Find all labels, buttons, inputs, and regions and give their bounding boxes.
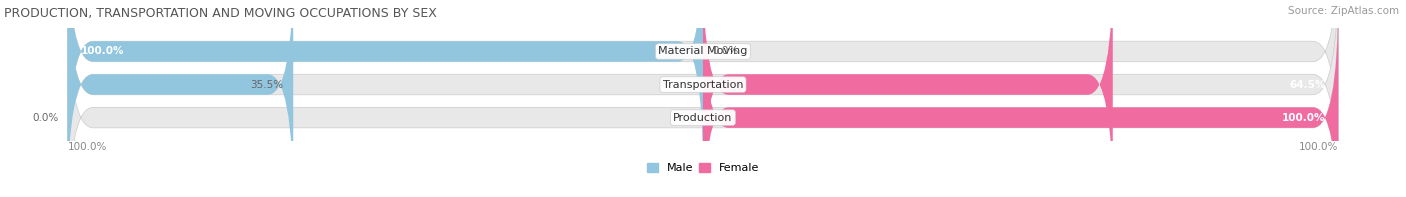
FancyBboxPatch shape [703, 0, 1112, 197]
FancyBboxPatch shape [67, 0, 1339, 197]
Text: PRODUCTION, TRANSPORTATION AND MOVING OCCUPATIONS BY SEX: PRODUCTION, TRANSPORTATION AND MOVING OC… [4, 7, 437, 20]
FancyBboxPatch shape [67, 0, 703, 174]
Text: 0.0%: 0.0% [713, 46, 738, 57]
Legend: Male, Female: Male, Female [643, 159, 763, 178]
Text: 100.0%: 100.0% [67, 142, 107, 152]
Text: Source: ZipAtlas.com: Source: ZipAtlas.com [1288, 6, 1399, 16]
FancyBboxPatch shape [67, 0, 294, 197]
Text: Material Moving: Material Moving [658, 46, 748, 57]
Text: 64.5%: 64.5% [1289, 80, 1326, 89]
Text: 0.0%: 0.0% [32, 113, 58, 123]
Text: 100.0%: 100.0% [80, 46, 124, 57]
Text: 35.5%: 35.5% [250, 80, 284, 89]
FancyBboxPatch shape [703, 0, 1339, 197]
Text: Production: Production [673, 113, 733, 123]
Text: Transportation: Transportation [662, 80, 744, 89]
Text: 100.0%: 100.0% [1299, 142, 1339, 152]
FancyBboxPatch shape [67, 0, 1339, 197]
FancyBboxPatch shape [67, 0, 1339, 174]
Text: 100.0%: 100.0% [1282, 113, 1326, 123]
